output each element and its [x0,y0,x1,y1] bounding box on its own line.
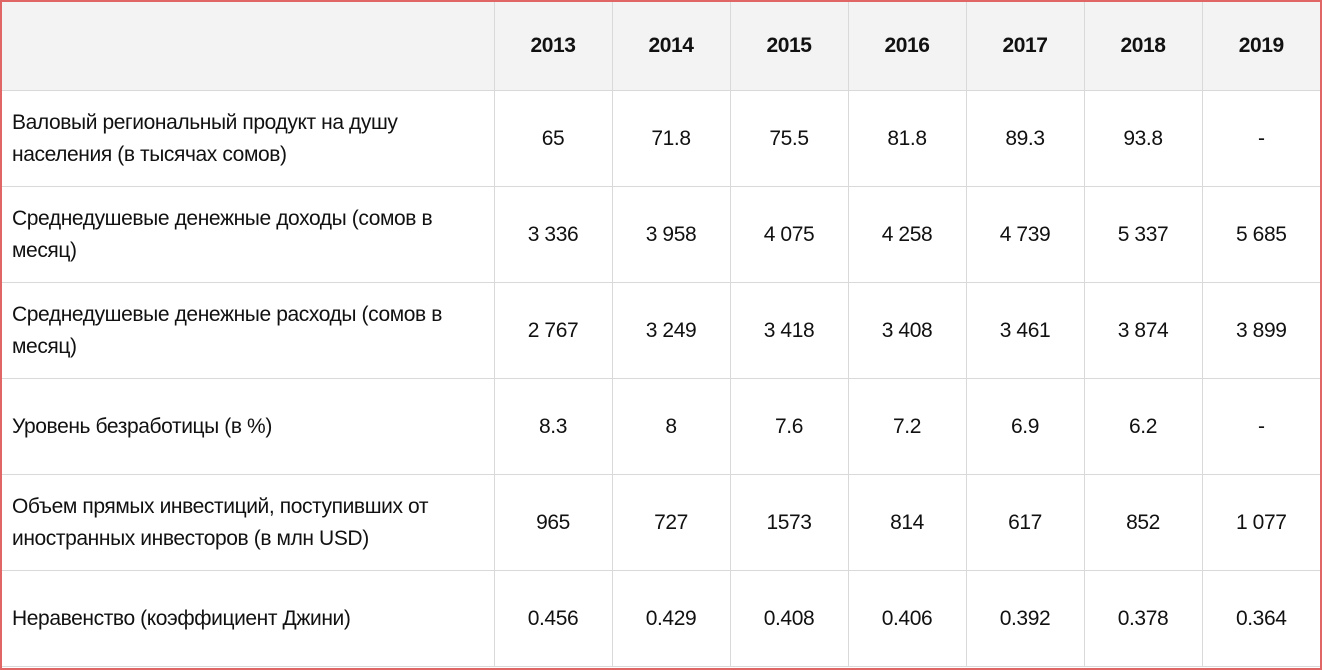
value-cell: 3 461 [965,282,1085,379]
value-cell: 7.6 [729,378,849,475]
table-row: Среднедушевые денежные расходы (сомов в … [2,282,1320,379]
value-cell: 0.364 [1201,570,1320,667]
value-cell: 0.378 [1083,570,1203,667]
table-row: Уровень безработицы (в %) 8.3 8 7.6 7.2 6.9 6.… [2,378,1320,475]
value-cell: 6.9 [965,378,1085,475]
table-row: Среднедушевые денежные доходы (сомов в м… [2,186,1320,283]
value-cell: 2 767 [493,282,613,379]
row-label: Неравенство (коэффициент Джини) [2,570,495,667]
year-header: 2019 [1201,2,1320,91]
value-cell: 89.3 [965,90,1085,187]
year-header: 2016 [847,2,967,91]
value-cell: 0.408 [729,570,849,667]
value-cell: 1573 [729,474,849,571]
value-cell: 4 739 [965,186,1085,283]
header-row: 2013 2014 2015 2016 2017 2018 2019 [2,2,1320,91]
value-cell: 727 [611,474,731,571]
table-row: Валовый региональный продукт на душу нас… [2,90,1320,187]
value-cell: 4 075 [729,186,849,283]
value-cell: 3 899 [1201,282,1320,379]
value-cell: 5 685 [1201,186,1320,283]
value-cell: 93.8 [1083,90,1203,187]
row-label: Среднедушевые денежные доходы (сомов в м… [2,186,495,283]
row-label: Уровень безработицы (в %) [2,378,495,475]
row-label: Объем прямых инвестиций, поступивших от … [2,474,495,571]
value-cell: 71.8 [611,90,731,187]
year-header: 2018 [1083,2,1203,91]
value-cell: 814 [847,474,967,571]
value-cell: 0.392 [965,570,1085,667]
year-header: 2013 [493,2,613,91]
value-cell: 3 418 [729,282,849,379]
value-cell: 8.3 [493,378,613,475]
row-label: Среднедушевые денежные расходы (сомов в … [2,282,495,379]
value-cell: 7.2 [847,378,967,475]
value-cell: 0.429 [611,570,731,667]
value-cell: 5 337 [1083,186,1203,283]
year-header: 2017 [965,2,1085,91]
value-cell: 6.2 [1083,378,1203,475]
value-cell: - [1201,378,1320,475]
value-cell: - [1201,90,1320,187]
value-cell: 852 [1083,474,1203,571]
year-header: 2015 [729,2,849,91]
value-cell: 8 [611,378,731,475]
row-label: Валовый региональный продукт на душу нас… [2,90,495,187]
table-row: Неравенство (коэффициент Джини) 0.456 0.42… [2,570,1320,667]
value-cell: 0.406 [847,570,967,667]
value-cell: 65 [493,90,613,187]
value-cell: 3 874 [1083,282,1203,379]
value-cell: 75.5 [729,90,849,187]
table-body: Валовый региональный продукт на душу нас… [2,90,1320,667]
value-cell: 965 [493,474,613,571]
value-cell: 4 258 [847,186,967,283]
corner-cell [2,2,495,91]
value-cell: 0.456 [493,570,613,667]
value-cell: 1 077 [1201,474,1320,571]
value-cell: 3 336 [493,186,613,283]
value-cell: 3 958 [611,186,731,283]
value-cell: 3 249 [611,282,731,379]
table-row: Объем прямых инвестиций, поступивших от … [2,474,1320,571]
value-cell: 617 [965,474,1085,571]
year-header: 2014 [611,2,731,91]
value-cell: 3 408 [847,282,967,379]
value-cell: 81.8 [847,90,967,187]
